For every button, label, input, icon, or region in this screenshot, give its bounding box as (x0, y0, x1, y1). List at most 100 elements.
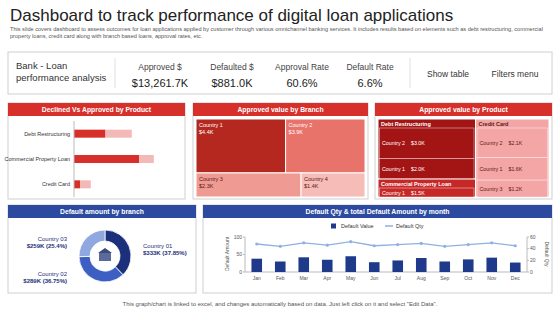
treemap-cell (380, 159, 475, 179)
kpi-value: $881.0K (212, 77, 254, 89)
tick-label: 0 (530, 269, 533, 275)
bar (369, 262, 380, 272)
footer: This graph/chart is linked to excel, and… (123, 301, 438, 307)
data-label: $1.5K (411, 190, 425, 196)
bar (74, 180, 80, 188)
treemap-cell (477, 128, 548, 158)
tick-label: Jul (395, 275, 401, 281)
button[interactable]: Show table (427, 69, 469, 79)
button[interactable]: Filters menu (492, 69, 539, 79)
bar (80, 180, 91, 188)
kpi-name: Approved $ (138, 62, 182, 72)
data-label: $1.2K (509, 186, 523, 192)
marker (443, 245, 446, 248)
treemap-cell (477, 180, 548, 197)
data-label: $259K (25.4%) (27, 243, 67, 249)
kpi-value: 6.6% (357, 77, 382, 89)
panel (203, 205, 552, 293)
tick-label: Nov (487, 275, 496, 281)
data-label: $2.1K (509, 140, 523, 146)
data-label: $1.4K (304, 183, 319, 189)
tick (527, 237, 529, 238)
marker (349, 240, 352, 243)
slice-label: Country 03 (38, 236, 68, 242)
cell-label: Country 2 (480, 140, 503, 146)
treemap-cell (286, 119, 365, 173)
cell-label: Country 1 (199, 122, 223, 128)
bar (139, 155, 154, 163)
tick-label: May (346, 275, 356, 281)
kpi-name: Defaulted $ (210, 62, 254, 72)
panel (375, 103, 552, 199)
separator (410, 58, 411, 88)
cell-label: Country 1 (382, 166, 405, 172)
cell-label: Country 2 (382, 140, 405, 146)
marker (396, 243, 399, 246)
slice-label: Country 02 (38, 271, 68, 277)
bar (298, 257, 309, 272)
panel-title: Default Qty & total Default Amount by mo… (306, 208, 450, 216)
cell-label: Country 1 (382, 190, 405, 196)
bar (275, 262, 286, 273)
separator (115, 58, 116, 88)
tick-label: 100 (234, 234, 243, 240)
category-label: Commercial Property Loan (5, 156, 70, 162)
panel-title: Approved value by Branch (237, 106, 323, 114)
bar (463, 259, 474, 272)
subtitle: This slide covers dashboard to assess ou… (10, 26, 552, 39)
tick (243, 237, 245, 238)
canvas: Dashboard to track performance of digita… (0, 0, 560, 315)
marker (302, 241, 305, 244)
treemap-group (378, 179, 476, 197)
legend-swatch (385, 225, 393, 227)
cell-label: Country 3 (480, 186, 503, 192)
bar (74, 155, 139, 163)
bar (345, 256, 356, 272)
legend-label: Default Qty (396, 223, 424, 229)
panel (8, 205, 196, 293)
panel-header (8, 103, 185, 116)
marker (490, 241, 493, 244)
panel-header (375, 103, 552, 116)
group-label: Debt Restructuring (381, 121, 431, 127)
treemap-cell (477, 158, 548, 181)
panel (193, 103, 368, 199)
bar (439, 262, 450, 273)
tick-label: Aug (417, 275, 426, 281)
tick (527, 248, 529, 249)
treemap-group (476, 119, 550, 197)
data-label: $289K (36.75%) (23, 278, 67, 284)
axis-line (245, 272, 527, 273)
tick-label: 50 (236, 251, 242, 257)
title: Dashboard to track performance of digita… (10, 6, 453, 25)
bar (392, 260, 403, 272)
bar (486, 258, 497, 272)
axis-label: Default Amount (224, 236, 230, 271)
data-label: $333K (37.85%) (143, 250, 187, 256)
tick-label: 20 (530, 257, 536, 263)
icon (98, 248, 112, 253)
tick-label: 40 (530, 245, 536, 251)
data-label: $2.0K (411, 166, 425, 172)
kpi-name: Approval Rate (275, 62, 329, 72)
tick-label: Jun (370, 275, 378, 281)
tick-label: Dec (511, 275, 520, 281)
panel-title: Declined Vs Approved by Product (42, 106, 152, 114)
cell-label: Country 1 (480, 166, 503, 172)
tick-label: Jan (253, 275, 261, 281)
tick-label: Oct (464, 275, 472, 281)
group-label: Credit Card (479, 121, 509, 127)
tick-label: Feb (276, 275, 285, 281)
data-label: $1.6K (509, 166, 523, 172)
tick-label: Apr (323, 275, 331, 281)
data-label: $4.4K (199, 129, 214, 135)
bar (510, 263, 521, 272)
axis-line (527, 237, 528, 272)
panel-header (193, 103, 368, 116)
treemap-cell (196, 119, 286, 173)
marker (514, 244, 517, 247)
marker (373, 244, 376, 247)
icon (99, 253, 111, 261)
bar (74, 130, 106, 138)
data-label: $3.9K (289, 129, 304, 135)
